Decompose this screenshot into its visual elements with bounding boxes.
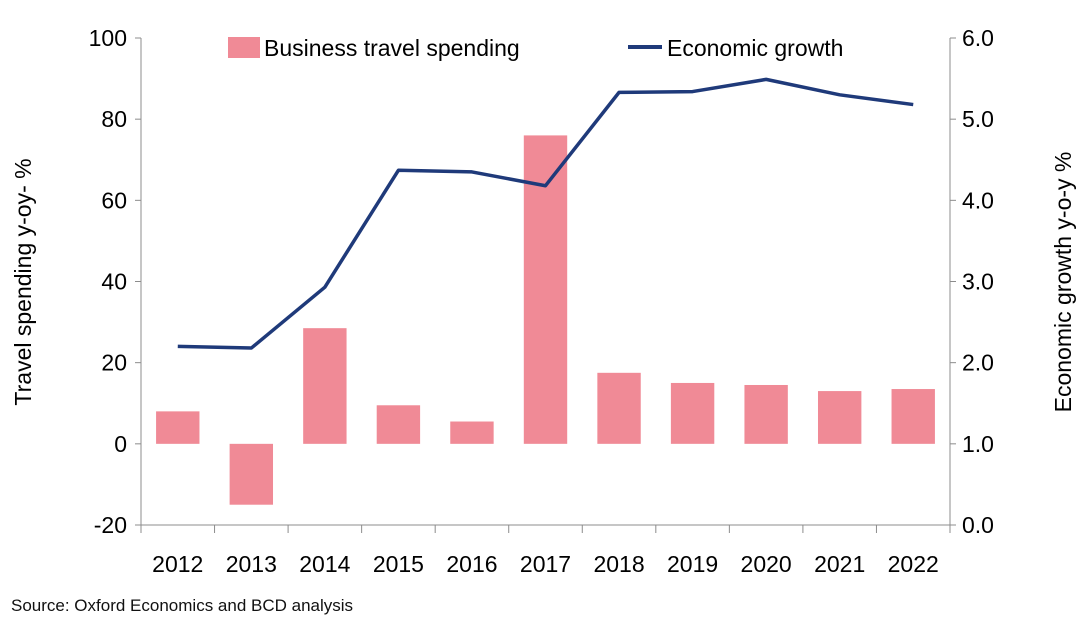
x-tick-label: 2019: [667, 551, 718, 577]
left-tick-label: 20: [101, 350, 127, 376]
left-tick-label: 40: [101, 269, 127, 295]
right-tick-label: 0.0: [962, 512, 994, 538]
left-tick-label: -20: [94, 512, 127, 538]
legend-swatch-bar: [228, 37, 260, 58]
right-y-tick-labels: 6.0 5.0 4.0 3.0 2.0 1.0 0.0: [962, 25, 994, 538]
bar: [229, 443, 274, 505]
left-tick-label: 100: [89, 25, 127, 51]
x-tick-label: 2016: [446, 551, 497, 577]
right-axis-title: Economic growth y-o-y %: [1050, 152, 1076, 413]
bar: [670, 382, 715, 444]
bar: [817, 391, 862, 444]
bar-series: [156, 135, 935, 505]
left-tick-label: 60: [101, 187, 127, 213]
legend-label-line: Economic growth: [667, 35, 843, 61]
legend-label-bar: Business travel spending: [264, 35, 520, 61]
source-note: Source: Oxford Economics and BCD analysi…: [11, 596, 354, 615]
right-tick-label: 5.0: [962, 106, 994, 132]
x-tick-label: 2020: [741, 551, 792, 577]
bar: [597, 372, 641, 444]
legend: Business travel spending Economic growth: [228, 35, 843, 61]
x-tick-label: 2014: [299, 551, 350, 577]
bar: [450, 421, 494, 444]
bar: [891, 389, 935, 444]
bar: [303, 328, 347, 444]
left-tick-label: 0: [114, 431, 127, 457]
x-tick-label: 2012: [152, 551, 203, 577]
x-tick-label: 2017: [520, 551, 571, 577]
right-tick-label: 6.0: [962, 25, 994, 51]
bar: [744, 384, 788, 444]
right-tick-label: 1.0: [962, 431, 994, 457]
bar: [376, 405, 421, 444]
right-tick-label: 4.0: [962, 187, 994, 213]
x-tick-label: 2022: [888, 551, 939, 577]
x-tick-label: 2013: [226, 551, 277, 577]
bar: [156, 411, 200, 444]
x-tick-label: 2015: [373, 551, 424, 577]
left-tick-label: 80: [101, 106, 127, 132]
right-tick-label: 3.0: [962, 269, 994, 295]
x-tick-label: 2021: [814, 551, 865, 577]
left-axis-title: Travel spending y-oy- %: [10, 158, 36, 405]
right-tick-label: 2.0: [962, 350, 994, 376]
line-series: [177, 77, 914, 350]
x-tick-labels: 2012 2013 2014 2015 2016 2017 2018 2019 2020 2021…: [152, 551, 939, 577]
axes: [135, 37, 956, 533]
left-y-tick-labels: 100 80 60 40 20 0 -20: [89, 25, 127, 538]
x-tick-label: 2018: [593, 551, 644, 577]
